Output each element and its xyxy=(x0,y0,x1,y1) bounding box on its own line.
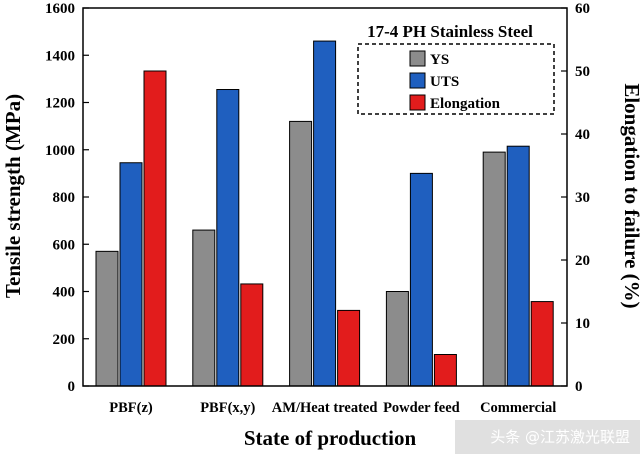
y2-tick-label: 60 xyxy=(575,1,590,17)
y-tick-label: 200 xyxy=(53,332,76,348)
x-tick-label: Commercial xyxy=(480,400,556,416)
bar-elongation-4 xyxy=(530,301,554,387)
y2-tick-label: 20 xyxy=(575,253,590,269)
x-tick-label: AM/Heat treated xyxy=(272,400,378,416)
bar-elongation-0 xyxy=(143,70,167,387)
y-axis-title: Tensile strength (MPa) xyxy=(1,94,25,298)
y2-tick-label: 30 xyxy=(575,190,590,206)
y-tick-label: 800 xyxy=(53,190,76,206)
legend-swatch-uts xyxy=(409,72,426,89)
watermark-background xyxy=(455,420,640,454)
x-tick-label: Powder feed xyxy=(383,400,460,416)
y-tick-label: 400 xyxy=(53,285,76,301)
y-tick-label: 1600 xyxy=(45,1,75,17)
bar-uts-4 xyxy=(506,145,530,387)
bar-ys-0 xyxy=(95,250,119,387)
bar-ys-1 xyxy=(192,229,216,387)
y2-tick-label: 50 xyxy=(575,64,590,80)
y-tick-label: 0 xyxy=(68,379,76,395)
y2-tick-label: 0 xyxy=(575,379,583,395)
y-tick-label: 600 xyxy=(53,237,76,253)
bar-elongation-1 xyxy=(240,283,264,387)
chart-title: 17-4 PH Stainless Steel xyxy=(367,22,533,41)
watermark: 头条 @江苏激光联盟 xyxy=(490,428,630,446)
y2-tick-label: 10 xyxy=(575,316,590,332)
bar-uts-3 xyxy=(409,172,433,387)
legend-label-ys: YS xyxy=(430,52,449,68)
y-tick-label: 1200 xyxy=(45,96,75,112)
x-tick-label: PBF(z) xyxy=(109,400,153,416)
bar-ys-3 xyxy=(385,291,409,387)
y2-tick-label: 40 xyxy=(575,127,590,143)
x-tick-label: PBF(x,y) xyxy=(200,400,255,416)
bars xyxy=(95,40,554,387)
axes: 0 200 400 600 800 1000 1200 1400 1600 0 10 20 30 40 50… xyxy=(45,1,590,416)
bar-uts-0 xyxy=(119,162,143,387)
legend-label-uts: UTS xyxy=(430,74,459,90)
bar-ys-4 xyxy=(482,151,506,387)
bar-uts-1 xyxy=(216,89,240,387)
legend-swatch-elongation xyxy=(409,94,426,111)
bar-elongation-3 xyxy=(433,354,457,387)
bar-uts-2 xyxy=(313,40,337,387)
y2-axis-title: Elongation to failure (%) xyxy=(620,83,640,308)
bar-ys-2 xyxy=(289,120,313,387)
y-tick-label: 1000 xyxy=(45,143,75,159)
legend-label-elongation: Elongation xyxy=(430,96,501,112)
legend: 17-4 PH Stainless Steel YS UTS Elongation xyxy=(357,22,555,115)
y-tick-label: 1400 xyxy=(45,48,75,64)
x-axis-title: State of production xyxy=(244,426,417,450)
bar-elongation-2 xyxy=(337,309,361,387)
legend-swatch-ys xyxy=(409,50,426,67)
legend-box xyxy=(357,43,555,115)
